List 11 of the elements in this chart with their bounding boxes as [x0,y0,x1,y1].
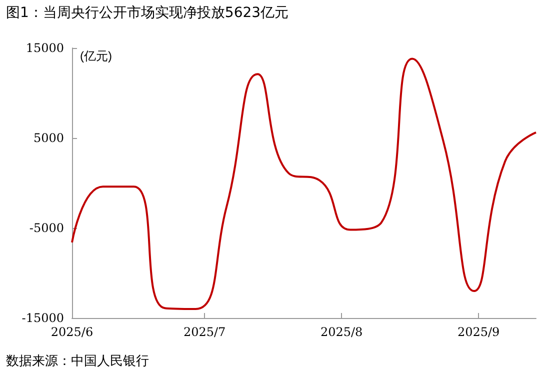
x-tick-label: 2025/8 [320,325,363,339]
chart-title: 图1：当周央行公开市场实现净投放5623亿元 [6,4,289,22]
y-tick-label: 5000 [33,131,64,145]
y-tick-label: -15000 [22,311,64,325]
y-tick-label: 15000 [26,41,64,55]
source-note: 数据来源：中国人民银行 [6,353,149,370]
x-tick-label: 2025/9 [457,325,500,339]
y-tick-label: -5000 [29,221,64,235]
y-axis-title: (亿元) [80,49,112,63]
x-tick-label: 2025/6 [50,325,94,339]
x-tick-label: 2025/7 [183,325,226,339]
